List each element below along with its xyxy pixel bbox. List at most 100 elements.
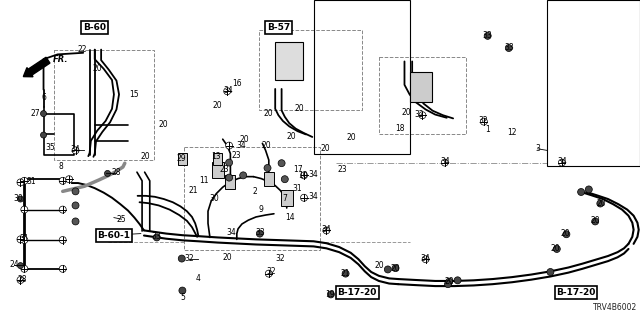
Circle shape [17,179,24,186]
Text: 17: 17 [292,165,303,174]
Text: 4: 4 [196,274,201,283]
Text: 1: 1 [485,125,490,134]
Circle shape [17,263,24,268]
Circle shape [278,160,285,167]
Circle shape [419,112,426,119]
Circle shape [40,111,47,116]
Text: 27: 27 [30,109,40,118]
Circle shape [454,277,461,284]
Circle shape [385,266,391,273]
Text: 24: 24 [9,260,19,269]
Text: 20: 20 [561,229,571,238]
Text: 23: 23 [219,165,229,174]
Text: 15: 15 [129,90,140,99]
Text: 16: 16 [232,79,242,88]
Text: 32: 32 [478,116,488,125]
Circle shape [559,159,565,166]
Circle shape [257,230,263,237]
Circle shape [422,256,429,263]
Circle shape [586,186,592,193]
Circle shape [21,206,28,213]
Text: 34: 34 [420,254,431,263]
Circle shape [104,171,111,176]
Text: 34: 34 [440,157,450,166]
Text: B-17-20: B-17-20 [556,288,596,297]
Circle shape [17,196,24,202]
Text: 20: 20 [264,109,274,118]
Text: 9: 9 [259,205,264,214]
Circle shape [60,265,66,272]
Text: 28: 28 [112,168,121,177]
Bar [379,57,466,134]
Text: 20: 20 [294,104,305,113]
Circle shape [301,194,307,201]
Bar [547,0,640,166]
Text: 32: 32 [184,254,194,263]
Text: 34: 34 [236,141,246,150]
Circle shape [154,234,160,241]
Circle shape [240,172,246,179]
Circle shape [266,270,272,277]
Text: 7: 7 [282,194,287,203]
Text: 5: 5 [180,293,185,302]
Text: 35: 35 [45,143,55,152]
Bar [264,172,274,186]
Circle shape [342,270,349,277]
Text: 20: 20 [222,253,232,262]
Text: 6: 6 [41,93,46,102]
Bar [54,50,154,160]
FancyArrow shape [23,57,50,77]
Text: 34: 34 [227,228,237,237]
Text: B-57: B-57 [267,23,290,32]
Text: 20: 20 [590,216,600,225]
Text: 2: 2 [252,187,257,196]
Text: 23: 23 [337,165,348,174]
Text: 21: 21 [189,186,198,195]
Circle shape [328,291,334,298]
Text: 20: 20 [158,120,168,129]
Circle shape [554,245,560,252]
Text: 20: 20 [212,101,223,110]
Text: B-17-20: B-17-20 [337,288,377,297]
Text: 31: 31 [26,177,36,186]
Text: 31: 31 [292,184,302,193]
Text: 20: 20 [140,152,150,161]
Bar [314,0,410,154]
Text: 8: 8 [58,162,63,171]
Text: TRV4B6002: TRV4B6002 [593,303,637,312]
Circle shape [547,268,554,276]
Text: 33: 33 [483,31,493,40]
Text: 11: 11 [199,176,208,185]
Text: 3: 3 [535,144,540,153]
Text: 20: 20 [550,244,561,252]
Text: 33: 33 [255,228,265,237]
Text: 12: 12 [508,128,516,137]
Circle shape [224,88,230,95]
Text: 20: 20 [401,108,412,116]
Text: 32: 32 [414,110,424,119]
Circle shape [17,236,24,243]
Bar [184,147,320,250]
Circle shape [17,276,24,284]
Circle shape [40,132,47,138]
Circle shape [597,200,604,207]
Text: B-60-1: B-60-1 [97,231,131,240]
Text: 33: 33 [151,232,161,241]
Text: 34: 34 [308,170,319,179]
Text: 20: 20 [374,261,384,270]
Text: 34: 34 [70,145,81,154]
Bar [213,153,222,165]
Text: 31: 31 [19,234,29,243]
Bar [281,190,292,206]
Text: 20: 20 [286,132,296,140]
Circle shape [506,44,512,52]
Text: 20: 20 [239,135,250,144]
Text: 34: 34 [308,192,319,201]
Text: 30: 30 [13,194,23,203]
Circle shape [66,176,72,183]
Circle shape [446,278,452,285]
Text: 32: 32 [266,267,276,276]
Circle shape [264,164,271,172]
Text: 21: 21 [341,269,350,278]
Text: 23: 23 [232,151,242,160]
